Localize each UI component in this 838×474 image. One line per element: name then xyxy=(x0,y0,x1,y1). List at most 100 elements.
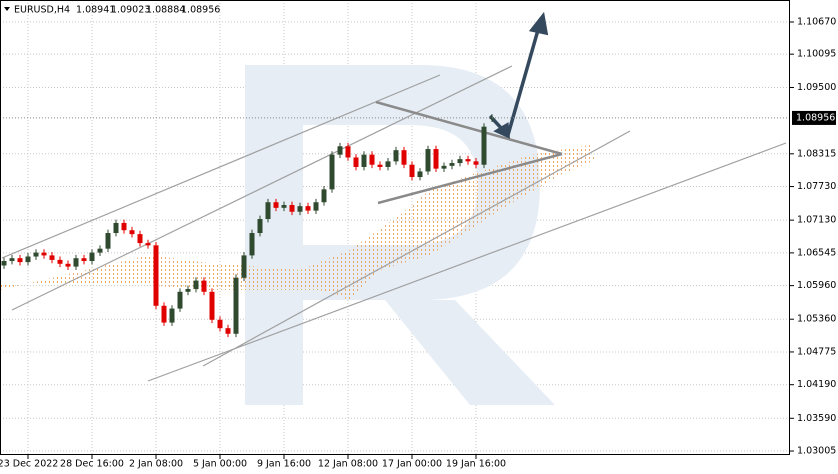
x-tick-label: 19 Jan 16:00 xyxy=(446,459,506,470)
candle-body xyxy=(177,291,183,309)
plot-area xyxy=(0,114,790,338)
candle-body xyxy=(145,243,151,246)
y-tick-label: 1.07130 xyxy=(797,215,836,226)
candle-body xyxy=(233,277,239,334)
x-tick-label: 9 Jan 16:00 xyxy=(257,459,311,470)
candle-body xyxy=(385,161,391,167)
triangle xyxy=(375,100,563,205)
candle-body xyxy=(257,219,263,234)
candle-body xyxy=(153,245,159,306)
y-tick-label: 1.05360 xyxy=(797,314,836,325)
candle-body xyxy=(1,260,7,266)
candle-body xyxy=(401,150,407,165)
forecast-arrow xyxy=(488,11,549,139)
candle-body xyxy=(121,222,127,231)
price-label: 1.08956 xyxy=(796,112,835,123)
close: 1.08956 xyxy=(181,5,220,16)
candle-body xyxy=(329,154,335,190)
ichimoku-cloud xyxy=(0,145,595,300)
y-tick-label: 1.05960 xyxy=(797,280,836,291)
candle-body xyxy=(297,206,303,212)
candle-body xyxy=(65,263,71,267)
y-tick-label: 1.10095 xyxy=(797,49,836,60)
candle-body xyxy=(417,171,423,178)
candle-body xyxy=(393,150,399,162)
candle-body xyxy=(193,280,199,289)
candle-body xyxy=(265,202,271,220)
candle-body xyxy=(17,258,23,263)
candle-body xyxy=(161,305,167,323)
candle-body xyxy=(73,258,79,267)
candle-body xyxy=(129,230,135,235)
candle-body xyxy=(449,163,455,166)
x-tick-label: 12 Jan 08:00 xyxy=(318,459,378,470)
candle-body xyxy=(321,189,327,203)
x-tick-label: 28 Dec 16:00 xyxy=(60,459,124,470)
candle-body xyxy=(25,256,31,263)
y-tick-label: 1.09500 xyxy=(797,82,836,93)
y-tick-label: 1.04190 xyxy=(797,379,836,390)
candle-body xyxy=(201,280,207,292)
x-tick-label: 23 Dec 2022 xyxy=(0,459,58,470)
trend-lines xyxy=(1,65,787,382)
decorations xyxy=(0,11,787,405)
x-tick-label: 5 Jan 00:00 xyxy=(193,459,247,470)
price-label-bg xyxy=(792,110,836,125)
open: 1.08941 xyxy=(76,5,115,16)
y-tick-label: 1.03590 xyxy=(797,413,836,424)
candle-body xyxy=(433,149,439,169)
candle-body xyxy=(345,146,351,158)
low: 1.08884 xyxy=(146,5,185,16)
candle-body xyxy=(369,154,375,165)
candle-body xyxy=(33,252,39,257)
candle-body xyxy=(225,328,231,334)
candle-body xyxy=(441,165,447,169)
symbol: EURUSD,H4 xyxy=(14,5,70,16)
candle-body xyxy=(105,233,111,249)
candle-body xyxy=(241,255,247,278)
x-tick-label: 17 Jan 00:00 xyxy=(382,459,442,470)
candle-body xyxy=(289,205,295,212)
candle-body xyxy=(409,164,415,178)
y-tick-label: 1.08315 xyxy=(797,148,836,159)
candle-body xyxy=(481,126,487,165)
candle-body xyxy=(377,164,383,167)
candle-body xyxy=(81,258,87,261)
candle-body xyxy=(473,161,479,165)
y-tick-label: 1.06545 xyxy=(797,247,836,258)
candle-body xyxy=(97,248,103,253)
candle-body xyxy=(305,206,311,211)
candle-body xyxy=(465,159,471,162)
candle-body xyxy=(425,149,431,172)
candle-body xyxy=(89,252,95,261)
candle-body xyxy=(57,259,63,264)
candle-body xyxy=(249,233,255,256)
candle-body xyxy=(273,202,279,208)
y-tick-label: 1.03005 xyxy=(797,446,836,457)
candle-body xyxy=(281,205,287,208)
candle-body xyxy=(113,222,119,234)
candle-body xyxy=(217,319,223,329)
candle-body xyxy=(361,154,367,167)
header: EURUSD,H4 1.08941 1.09023 1.08884 1.0895… xyxy=(4,5,220,16)
candle-body xyxy=(169,308,175,323)
y-tick-label: 1.04775 xyxy=(797,346,836,357)
watermark xyxy=(245,65,555,405)
candle-body xyxy=(457,159,463,164)
y-tick-label: 1.10670 xyxy=(797,16,836,27)
menu-icon xyxy=(4,7,10,11)
y-tick-label: 1.07730 xyxy=(797,181,836,192)
candle-body xyxy=(209,291,215,320)
candle-body xyxy=(185,288,191,292)
candle-body xyxy=(353,157,359,167)
candle-body xyxy=(313,202,319,211)
candle-body xyxy=(337,146,343,155)
plot-border xyxy=(0,0,790,455)
candle-body xyxy=(49,255,55,260)
candle-body xyxy=(9,258,15,261)
high: 1.09023 xyxy=(111,5,150,16)
x-tick-label: 2 Jan 08:00 xyxy=(129,459,183,470)
candle-body xyxy=(41,252,47,256)
candle-body xyxy=(137,234,143,244)
